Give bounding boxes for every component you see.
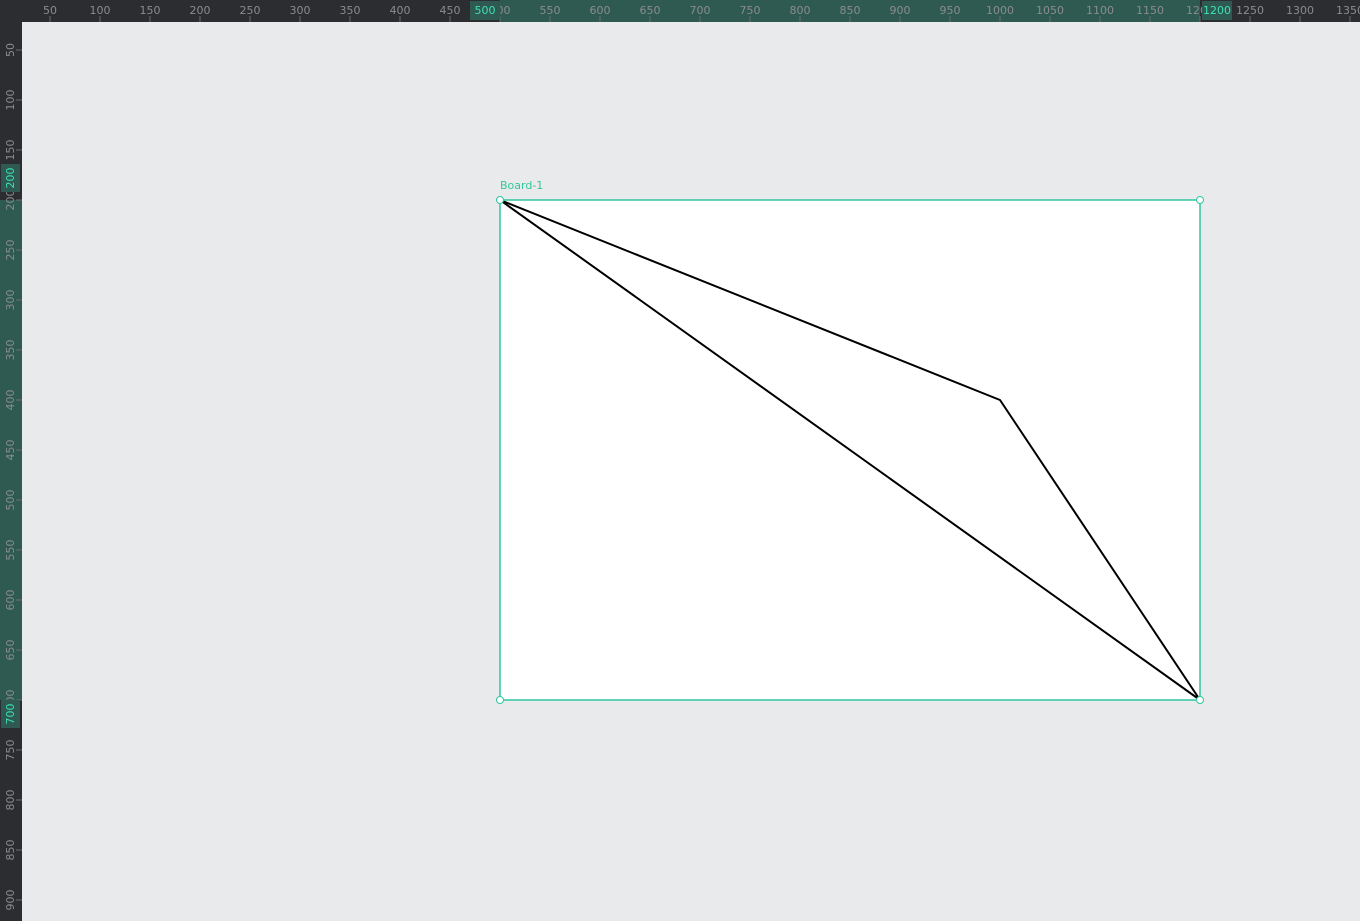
ruler-tick-label: 150 xyxy=(4,140,17,161)
ruler-tick-label: 950 xyxy=(940,4,961,17)
ruler-tick-label: 50 xyxy=(43,4,57,17)
ruler-tick-label: 1300 xyxy=(1286,4,1314,17)
ruler-selection-badge xyxy=(1,164,20,192)
ruler-tick-label: 450 xyxy=(4,440,17,461)
ruler-tick-label: 550 xyxy=(4,540,17,561)
ruler-tick-label: 1100 xyxy=(1086,4,1114,17)
ruler-tick-label: 450 xyxy=(440,4,461,17)
ruler-tick-label: 1050 xyxy=(1036,4,1064,17)
board-title-label[interactable]: Board-1 xyxy=(500,179,544,192)
ruler-tick-label: 850 xyxy=(4,840,17,861)
ruler-tick-label: 1000 xyxy=(986,4,1014,17)
ruler-tick-label: 650 xyxy=(640,4,661,17)
ruler-tick-label: 1350 xyxy=(1336,4,1360,17)
ruler-tick-label: 800 xyxy=(4,790,17,811)
ruler-tick-label: 400 xyxy=(4,390,17,411)
ruler-tick-label: 200 xyxy=(190,4,211,17)
ruler-tick-label: 900 xyxy=(4,890,17,911)
ruler-tick-label: 750 xyxy=(740,4,761,17)
ruler-tick-label: 650 xyxy=(4,640,17,661)
ruler-tick-label: 1150 xyxy=(1136,4,1164,17)
ruler-corner xyxy=(0,0,22,22)
ruler-tick-label: 300 xyxy=(4,290,17,311)
ruler-selection-label: 500 xyxy=(475,4,496,17)
ruler-tick-label: 250 xyxy=(240,4,261,17)
ruler-tick-label: 100 xyxy=(4,90,17,111)
ruler-tick-label: 700 xyxy=(690,4,711,17)
ruler-tick-label: 750 xyxy=(4,740,17,761)
ruler-selection-badge xyxy=(1,700,20,728)
ruler-tick-label: 800 xyxy=(790,4,811,17)
horizontal-ruler-ticks: 50 100 150 200 250 300 350 400 450 500 550 600 650 70… xyxy=(43,1,1360,22)
canvas[interactable] xyxy=(22,22,1360,921)
ruler-tick-label: 900 xyxy=(890,4,911,17)
ruler-tick-label: 400 xyxy=(390,4,411,17)
horizontal-ruler[interactable]: 50 100 150 200 250 300 350 400 450 500 550 600 650 70… xyxy=(0,0,1360,22)
ruler-selection-label: 700 xyxy=(4,704,17,725)
ruler-tick-label: 500 xyxy=(4,490,17,511)
ruler-tick-label: 600 xyxy=(590,4,611,17)
ruler-tick-label: 550 xyxy=(540,4,561,17)
ruler-tick-label: 100 xyxy=(90,4,111,17)
ruler-selection-badge xyxy=(1202,1,1232,20)
ruler-tick-label: 600 xyxy=(4,590,17,611)
vertical-ruler[interactable]: 50 100 150 200 250 300 350 400 450 500 550 600 650 70… xyxy=(0,0,22,921)
ruler-tick-label: 300 xyxy=(290,4,311,17)
ruler-selection-badge xyxy=(470,1,500,20)
vertical-ruler-ticks: 50 100 150 200 250 300 350 400 450 500 550 600 650 70… xyxy=(1,43,22,911)
ruler-selection-label: 200 xyxy=(4,168,17,189)
ruler-tick-label: 50 xyxy=(4,43,17,57)
ruler-tick-label: 350 xyxy=(340,4,361,17)
ruler-tick-label: 1250 xyxy=(1236,4,1264,17)
vertical-ruler-selection-band xyxy=(0,200,22,700)
ruler-tick-label: 350 xyxy=(4,340,17,361)
ruler-tick-label: 150 xyxy=(140,4,161,17)
ruler-tick-label: 200 xyxy=(4,190,17,211)
ruler-tick-label: 850 xyxy=(840,4,861,17)
ruler-selection-label: 1200 xyxy=(1203,4,1231,17)
ruler-tick-label: 250 xyxy=(4,240,17,261)
horizontal-ruler-selection-band xyxy=(500,0,1200,22)
